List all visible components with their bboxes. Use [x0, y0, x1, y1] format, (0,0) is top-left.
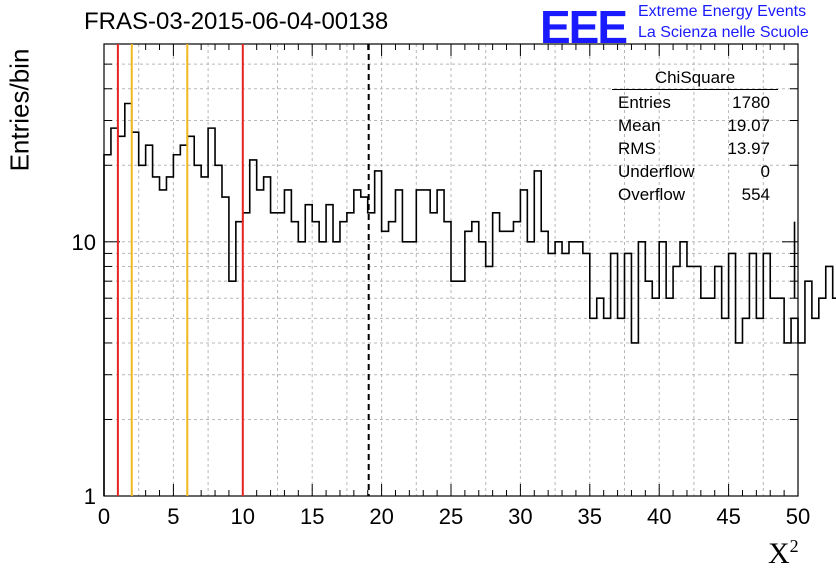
eee-logo-line2: La Scienza nelle Scuole: [638, 24, 809, 41]
stats-value: 19.07: [727, 116, 770, 135]
x-tick-label: 0: [98, 504, 110, 529]
stats-label: RMS: [618, 139, 656, 158]
stats-value: 13.97: [727, 139, 770, 158]
x-tick-label: 15: [300, 504, 324, 529]
y-tick-label: 10: [72, 230, 96, 255]
x-tick-label: 10: [231, 504, 255, 529]
x-tick-label: 20: [369, 504, 393, 529]
stats-row-overflow: Overflow 554: [612, 183, 778, 206]
stats-row-mean: Mean 19.07: [612, 114, 778, 137]
stats-label: Underflow: [618, 162, 695, 181]
x-tick-label: 5: [167, 504, 179, 529]
stats-box: ChiSquare Entries 1780 Mean 19.07 RMS 13…: [612, 68, 778, 206]
stats-box-title: ChiSquare: [612, 68, 778, 90]
stats-row-underflow: Underflow 0: [612, 160, 778, 183]
eee-logo-line1: Extreme Energy Events: [638, 3, 807, 20]
plot-title: FRAS-03-2015-06-04-00138: [84, 8, 389, 35]
eee-logo: EEE: [540, 1, 628, 53]
histogram-series: [103, 102, 836, 496]
stats-label: Entries: [618, 93, 671, 112]
stats-row-rms: RMS 13.97: [612, 137, 778, 160]
x-axis-label-main: X: [768, 537, 790, 570]
stats-value: 554: [741, 185, 770, 204]
stats-label: Overflow: [618, 185, 686, 204]
y-axis-label: Entries/bin: [4, 48, 35, 172]
x-tick-label: 45: [716, 504, 740, 529]
x-axis-label: X2: [768, 536, 799, 571]
x-tick-label: 25: [439, 504, 463, 529]
stats-label: Mean: [618, 116, 661, 135]
stats-row-entries: Entries 1780: [612, 91, 778, 114]
x-axis-label-superscript: 2: [789, 536, 799, 556]
x-tick-label: 50: [786, 504, 810, 529]
y-tick-label: 1: [84, 484, 96, 509]
x-tick-label: 30: [508, 504, 532, 529]
x-tick-label: 35: [578, 504, 602, 529]
x-tick-label: 40: [647, 504, 671, 529]
stats-value: 1780: [732, 93, 770, 112]
stats-value: 0: [760, 162, 770, 181]
